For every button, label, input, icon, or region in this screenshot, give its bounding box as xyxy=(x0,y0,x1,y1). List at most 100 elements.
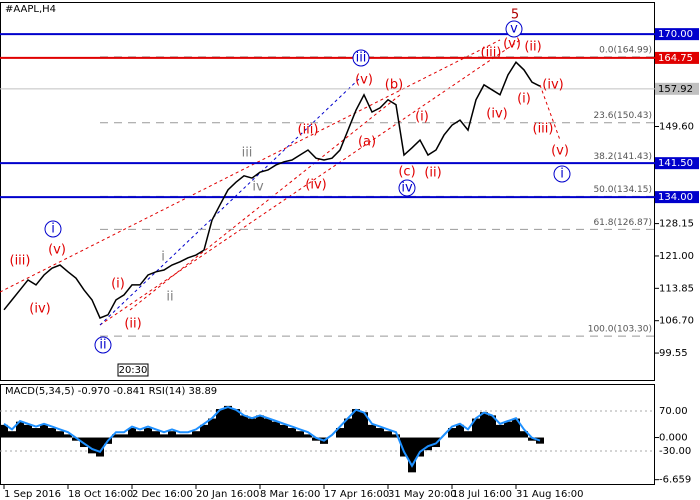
wave-circle xyxy=(553,165,571,183)
macd-bar xyxy=(376,428,384,438)
level-box xyxy=(655,51,699,64)
wave-label: ii xyxy=(99,338,106,353)
macd-bar xyxy=(232,409,240,438)
macd-bar xyxy=(248,418,256,438)
wave-label: (a) xyxy=(358,135,376,150)
wave-label: (c) xyxy=(398,165,415,180)
macd-bar xyxy=(8,431,16,438)
macd-bar xyxy=(96,437,104,457)
macd-bar xyxy=(304,434,312,438)
macd-bar xyxy=(464,431,472,438)
wave-label: (iii) xyxy=(10,254,31,269)
wave-circle xyxy=(398,179,416,197)
macd-bar xyxy=(496,424,504,438)
wave-label: (v) xyxy=(48,243,66,258)
macd-bar xyxy=(264,418,272,438)
indicator-title: MACD(5,34,5) -0.970 -0.841 RSI(14) 38.89 xyxy=(5,386,217,397)
time-label: 20:30 xyxy=(119,365,148,376)
macd-bar xyxy=(272,421,280,438)
macd-bar xyxy=(520,431,528,438)
macd-bar xyxy=(408,437,416,473)
y-tick-label: 0.000 xyxy=(659,433,688,444)
macd-bar xyxy=(128,428,136,438)
macd-bar xyxy=(296,431,304,438)
macd-bar xyxy=(384,431,392,438)
wave-label: (iii) xyxy=(533,122,554,137)
wave-label: (ii) xyxy=(524,40,541,55)
wave-label: iii xyxy=(242,146,253,161)
y-tick-label: -6.659 xyxy=(659,475,691,486)
wave-label: (iii) xyxy=(298,123,319,138)
macd-bar xyxy=(32,428,40,438)
price-line xyxy=(3,61,541,319)
wave-label: (iv) xyxy=(486,107,507,122)
macd-bar xyxy=(360,412,368,438)
level-label: 141.50 xyxy=(658,158,693,169)
level-label: 170.00 xyxy=(658,29,693,40)
macd-bar xyxy=(168,431,176,438)
level-box xyxy=(655,191,699,204)
fib-label: 50.0(134.15) xyxy=(593,185,652,195)
x-tick-label: 31 May 20:00 xyxy=(388,489,457,500)
macd-bar xyxy=(208,418,216,438)
macd-bar xyxy=(0,424,8,438)
macd-bar xyxy=(456,424,464,438)
x-tick-label: 18 Oct 16:00 xyxy=(68,489,133,500)
wave-circle xyxy=(94,336,112,354)
macd-bar xyxy=(472,418,480,438)
macd-bar xyxy=(480,412,488,438)
x-tick-label: 17 Apr 16:00 xyxy=(324,489,389,500)
level-box xyxy=(655,157,699,170)
wave-label: (b) xyxy=(385,78,403,93)
price-frame xyxy=(0,2,655,381)
wave-label: (i) xyxy=(415,110,429,125)
wave-label: (iv) xyxy=(305,178,326,193)
wave-label: i xyxy=(161,250,165,265)
macd-bar xyxy=(88,437,96,454)
macd-bar xyxy=(192,431,200,438)
wave-circle xyxy=(505,20,523,38)
forecast-line xyxy=(539,84,561,141)
macd-bar xyxy=(160,434,168,438)
wave-label: (ii) xyxy=(424,166,441,181)
macd-bar xyxy=(344,418,352,438)
y-tick-label: 113.85 xyxy=(659,283,694,294)
macd-bar xyxy=(288,428,296,438)
macd-bar xyxy=(152,431,160,438)
wave-label: (i) xyxy=(111,277,125,292)
macd-bar xyxy=(64,434,72,438)
x-tick-label: 8 Mar 16:00 xyxy=(260,489,320,500)
wave-label: (iii) xyxy=(481,46,502,61)
y-tick-label: 128.15 xyxy=(659,219,694,230)
fib-label: 100.0(103.30) xyxy=(588,325,652,335)
fib-label: 0.0(164.99) xyxy=(599,45,652,55)
level-label: 157.92 xyxy=(658,84,693,95)
rsi-line xyxy=(3,405,541,468)
x-tick-label: 20 Jan 16:00 xyxy=(196,489,259,500)
wave-label: (iv) xyxy=(29,302,50,317)
y-tick-label: 121.00 xyxy=(659,251,694,262)
macd-bar xyxy=(424,437,432,451)
wave-label: ii xyxy=(166,290,173,305)
macd-bar xyxy=(184,434,192,438)
level-label: 164.75 xyxy=(658,53,693,64)
wave-label: 5 xyxy=(511,8,519,23)
macd-bar xyxy=(280,424,288,438)
time-box xyxy=(117,363,149,377)
wave-label: i xyxy=(51,222,55,237)
macd-bar xyxy=(400,437,408,457)
x-tick-label: 2 Dec 16:00 xyxy=(132,489,193,500)
wave-label: iv xyxy=(401,181,413,196)
level-label: 134.00 xyxy=(658,192,693,203)
level-box xyxy=(655,82,699,95)
macd-bar xyxy=(216,409,224,438)
x-tick-label: 31 Aug 16:00 xyxy=(516,489,583,500)
y2-tick-label: 70.00 xyxy=(659,406,688,417)
macd-bar xyxy=(312,437,320,441)
wave-label: (ii) xyxy=(124,317,141,332)
level-box xyxy=(655,28,699,41)
y-tick-label: 106.70 xyxy=(659,316,694,327)
channels xyxy=(0,39,561,326)
macd-bar xyxy=(488,415,496,438)
